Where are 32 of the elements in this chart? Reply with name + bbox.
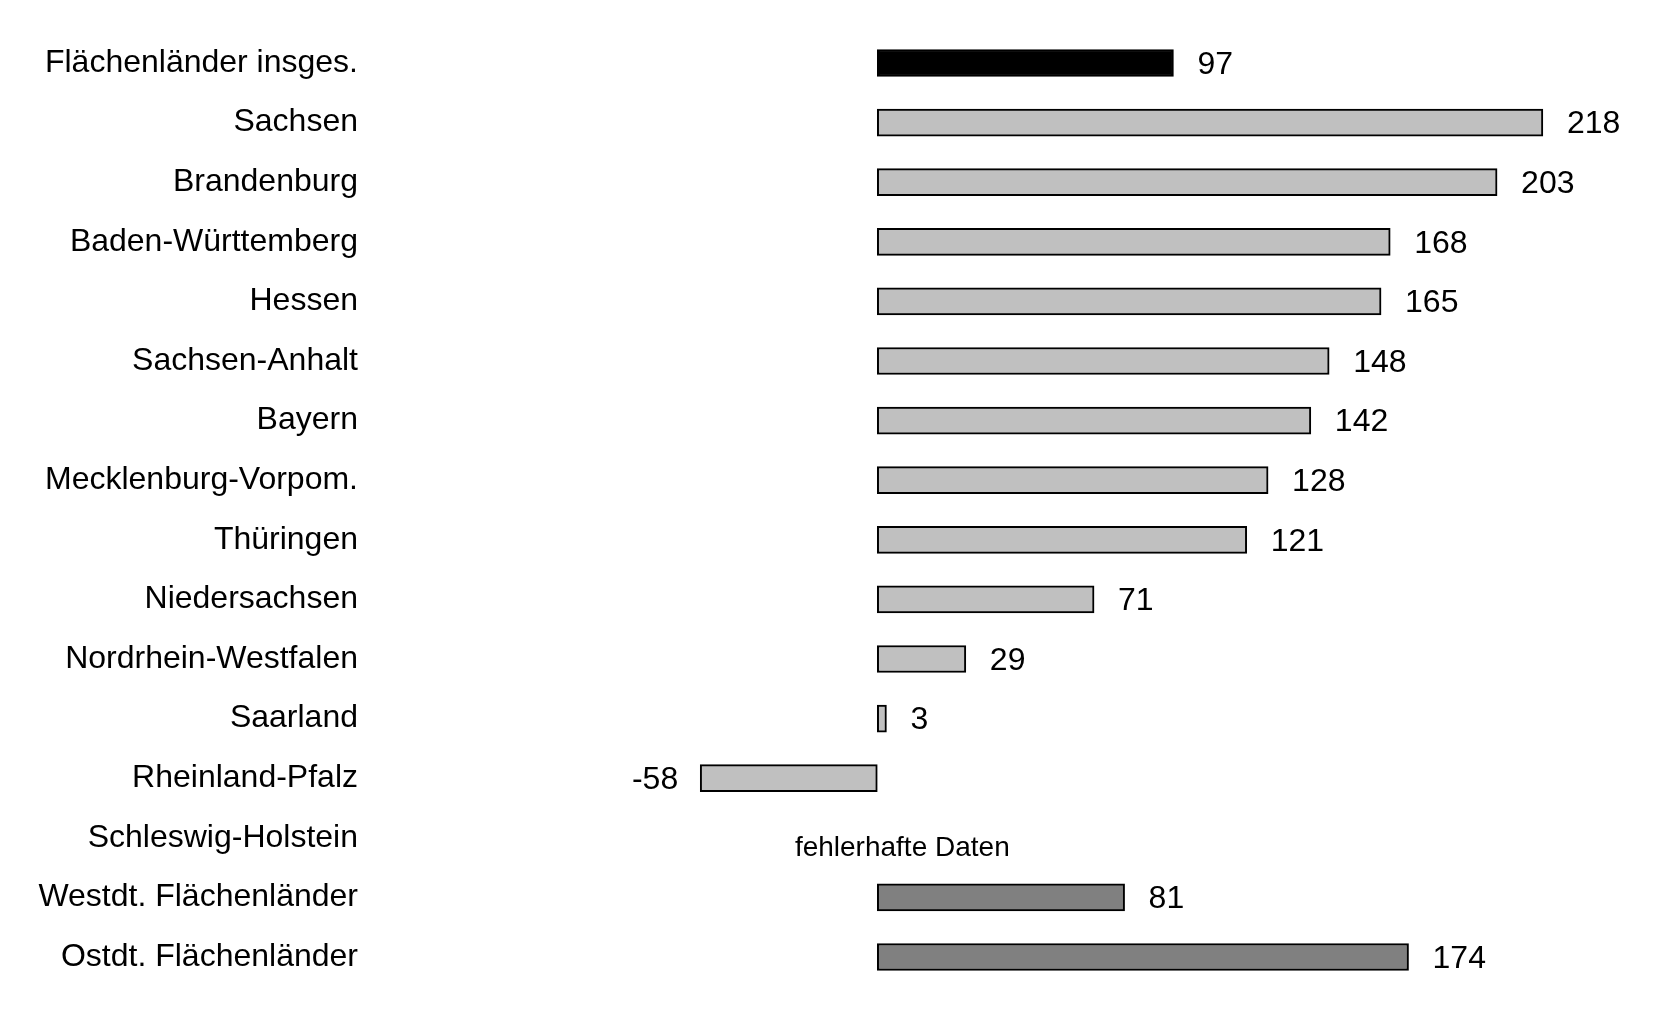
data-label: 81 [1148, 879, 1185, 916]
y-tick-label: Schleswig-Holstein [87, 817, 358, 854]
data-label: 29 [989, 640, 1026, 677]
y-tick-label: Westdt. Flächenländer [38, 877, 359, 914]
data-label: 203 [1521, 164, 1575, 201]
data-label: -58 [631, 760, 679, 797]
y-tick-label: Brandenburg [172, 162, 358, 199]
data-label: 148 [1353, 342, 1407, 379]
data-label: 218 [1566, 104, 1621, 141]
data-label: 71 [1118, 581, 1154, 618]
data-label: 97 [1197, 44, 1234, 81]
annotation: fehlerhafte Daten [794, 830, 1010, 862]
y-tick-label: Hessen [249, 281, 358, 318]
y-tick-label: Flächenländer insges. [44, 42, 358, 79]
y-tick-label: Saarland [229, 698, 358, 735]
y-tick-label: Baden-Württemberg [69, 221, 358, 258]
y-tick-label: Mecklenburg-Vorpom. [44, 460, 358, 497]
y-tick-label: Ostdt. Flächenländer [60, 936, 359, 973]
data-label: 128 [1292, 462, 1346, 499]
data-label: 174 [1432, 938, 1486, 975]
data-label: 3 [910, 700, 929, 737]
y-tick-label: Thüringen [213, 519, 358, 556]
y-tick-label: Niedersachsen [144, 579, 358, 616]
y-tick-label: Sachsen [233, 102, 358, 139]
y-tick-label: Sachsen-Anhalt [132, 340, 359, 377]
data-label: 168 [1414, 223, 1468, 260]
y-tick-label: Rheinland-Pfalz [132, 758, 358, 795]
y-tick-label: Nordrhein-Westfalen [65, 638, 358, 675]
data-label: 121 [1270, 521, 1325, 558]
data-label: 142 [1334, 402, 1389, 439]
data-label: 165 [1405, 283, 1459, 320]
y-tick-label: Bayern [256, 400, 358, 437]
